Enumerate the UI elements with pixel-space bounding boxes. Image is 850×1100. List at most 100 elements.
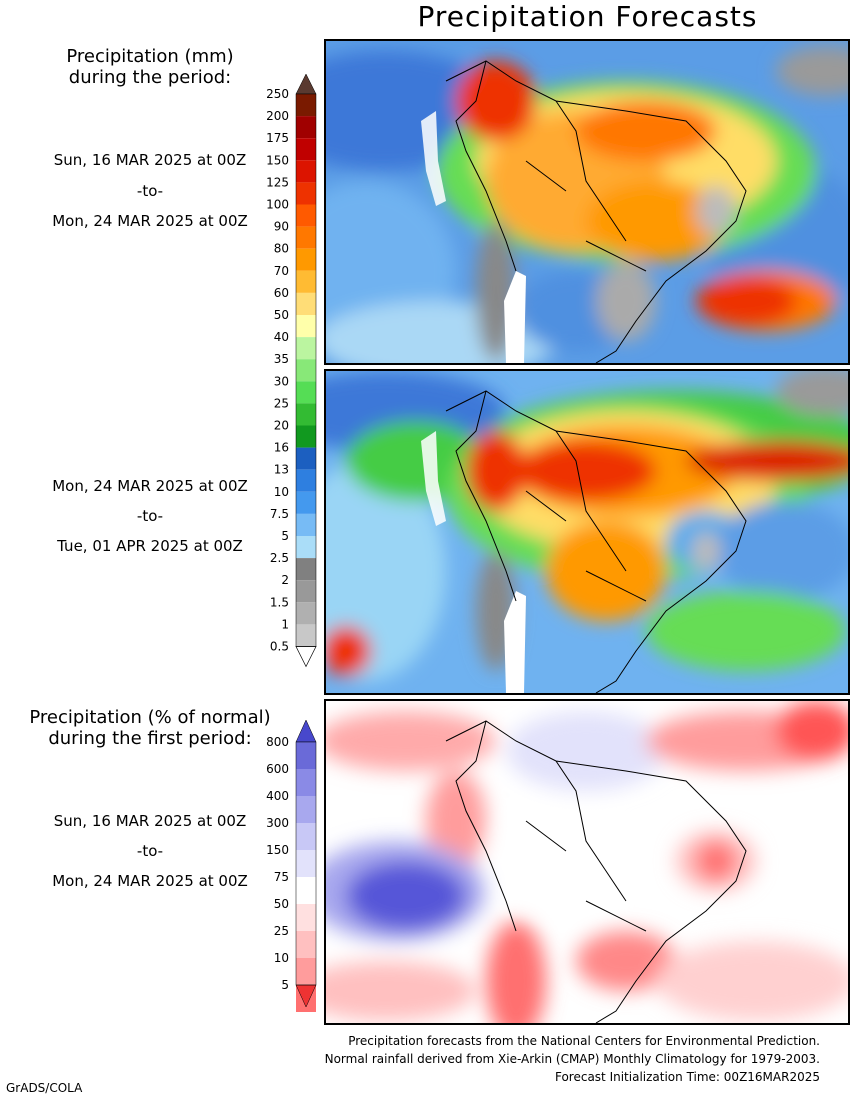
- legend-mm-swatch: [296, 270, 316, 293]
- legend-mm-swatch: [296, 403, 316, 426]
- legend-mm-tick-label: 2.5: [270, 551, 289, 565]
- legend-pct-swatch: [296, 931, 316, 958]
- legend-pct-swatch: [296, 796, 316, 823]
- legend-pct-tick-label: 25: [274, 924, 289, 938]
- legend-mm-tick-label: 150: [266, 153, 289, 167]
- legend-mm-tick-label: 70: [274, 264, 289, 278]
- legend-mm-tick-label: 2: [281, 573, 289, 587]
- legend-mm-swatch: [296, 204, 316, 227]
- legend-pct-heading-line2: during the first period:: [48, 728, 252, 749]
- legend-pct-tick-label: 75: [274, 870, 289, 884]
- footer: Precipitation forecasts from the Nationa…: [325, 1032, 820, 1086]
- legend-mm-swatch: [296, 580, 316, 603]
- period-1-start: Sun, 16 MAR 2025 at 00Z: [53, 151, 247, 169]
- legend-mm-tick-label: 25: [274, 396, 289, 410]
- legend-mm-swatch: [296, 138, 316, 161]
- legend-mm-swatch: [296, 469, 316, 492]
- legend-mm-heading-line1: Precipitation (mm): [66, 46, 234, 67]
- legend-mm-tick-label: 50: [274, 308, 289, 322]
- legend-mm-tick-label: 60: [274, 286, 289, 300]
- legend-mm-tick-label: 90: [274, 220, 289, 234]
- page-title: Precipitation Forecasts: [417, 0, 758, 33]
- legend-mm-top-arrow: [295, 73, 317, 95]
- period-2-start: Mon, 24 MAR 2025 at 00Z: [52, 477, 248, 495]
- legend-mm-swatch: [296, 624, 316, 647]
- period-3-sep: -to-: [136, 842, 164, 860]
- legend-pct-tick-label: 300: [266, 816, 289, 830]
- precip-map-1: [326, 41, 848, 363]
- legend-mm-swatch: [296, 536, 316, 559]
- legend-pct-swatch: [296, 823, 316, 850]
- legend-mm-heading-line2: during the period:: [68, 67, 232, 88]
- legend-mm-tick-label: 16: [274, 441, 289, 455]
- legend-mm-tick-label: 250: [266, 87, 289, 101]
- footer-climatology-line: Normal rainfall derived from Xie-Arkin (…: [324, 1052, 820, 1066]
- legend-pct-tick-label: 5: [281, 978, 289, 992]
- legend-mm-tick-label: 1.5: [270, 595, 289, 609]
- period-2-sep: -to-: [136, 507, 164, 525]
- period-3-start: Sun, 16 MAR 2025 at 00Z: [53, 812, 247, 830]
- legend-mm-tick-label: 125: [266, 175, 289, 189]
- period-3-end: Mon, 24 MAR 2025 at 00Z: [52, 872, 248, 890]
- percent-normal-map: [326, 701, 848, 1023]
- legend-pct-tick-label: 600: [266, 762, 289, 776]
- legend-pct-swatch: [296, 877, 316, 904]
- legend-mm-swatch: [296, 94, 316, 117]
- legend-pct-swatch: [296, 958, 316, 985]
- legend-pct-tick-label: 800: [266, 735, 289, 749]
- legend-mm-swatch: [296, 315, 316, 338]
- legend-mm-tick-label: 0.5: [270, 640, 289, 654]
- legend-pct-colorbar: 800 600 400 300 150 75 50 25 10 5: [266, 719, 317, 1012]
- legend-pct-heading: Precipitation (% of normal) during the f…: [0, 707, 300, 749]
- legend-pct-tick-label: 50: [274, 897, 289, 911]
- period-2-end: Tue, 01 APR 2025 at 00Z: [57, 537, 243, 555]
- legend-mm-tick-label: 80: [274, 242, 289, 256]
- legend-pct-top-arrow: [295, 719, 317, 743]
- legend-mm-tick-label: 100: [266, 198, 289, 212]
- legend-mm-tick-label: 30: [274, 374, 289, 388]
- map-panel-period-1: [324, 39, 850, 365]
- legend-pct-swatch: [296, 742, 316, 769]
- legend-mm-swatch: [296, 248, 316, 271]
- legend-pct-tick-label: 150: [266, 843, 289, 857]
- grads-credit: GrADS/COLA: [6, 1081, 83, 1095]
- legend-mm-heading: Precipitation (mm) during the period:: [0, 46, 300, 88]
- map-panel-percent-normal: [324, 699, 850, 1025]
- legend-mm-tick-label: 1: [281, 617, 289, 631]
- period-1-sep: -to-: [136, 182, 164, 200]
- legend-mm-swatch: [296, 182, 316, 205]
- legend-mm-tick-label: 200: [266, 109, 289, 123]
- legend-mm-swatch: [296, 602, 316, 625]
- legend-mm-swatch: [296, 381, 316, 404]
- legend-mm-colorbar: 2502001751501251009080706050403530252016…: [266, 73, 317, 668]
- legend-mm-bottom-arrow: [295, 646, 317, 668]
- legend-pct-tick-label: 400: [266, 789, 289, 803]
- map-panel-period-2: [324, 369, 850, 695]
- legend-mm-swatch: [296, 491, 316, 514]
- legend-mm-tick-label: 20: [274, 419, 289, 433]
- period-1-end: Mon, 24 MAR 2025 at 00Z: [52, 212, 248, 230]
- legend-mm-swatch: [296, 116, 316, 139]
- footer-source-line: Precipitation forecasts from the Nationa…: [348, 1034, 820, 1048]
- legend-mm-tick-label: 10: [274, 485, 289, 499]
- legend-mm-swatch: [296, 337, 316, 360]
- legend-pct-swatch: [296, 769, 316, 796]
- legend-mm-tick-label: 40: [274, 330, 289, 344]
- legend-mm-tick-label: 13: [274, 463, 289, 477]
- legend-pct-swatch: [296, 904, 316, 931]
- legend-mm-swatch: [296, 160, 316, 183]
- footer-init-time: Forecast Initialization Time: 00Z16MAR20…: [554, 1070, 820, 1084]
- legend-mm-swatch: [296, 292, 316, 315]
- legend-mm-tick-label: 175: [266, 131, 289, 145]
- legend-mm-swatch: [296, 359, 316, 382]
- legend-mm-swatch: [296, 226, 316, 249]
- legend-mm-swatch: [296, 447, 316, 470]
- legend-pct-heading-line1: Precipitation (% of normal): [29, 707, 271, 728]
- legend-mm-tick-label: 35: [274, 352, 289, 366]
- legend-mm-swatch: [296, 425, 316, 448]
- legend-mm-tick-label: 5: [281, 529, 289, 543]
- legend-mm-swatch: [296, 558, 316, 581]
- legend-pct-swatch: [296, 850, 316, 877]
- legend-mm-tick-label: 7.5: [270, 507, 289, 521]
- precip-map-2: [326, 371, 848, 693]
